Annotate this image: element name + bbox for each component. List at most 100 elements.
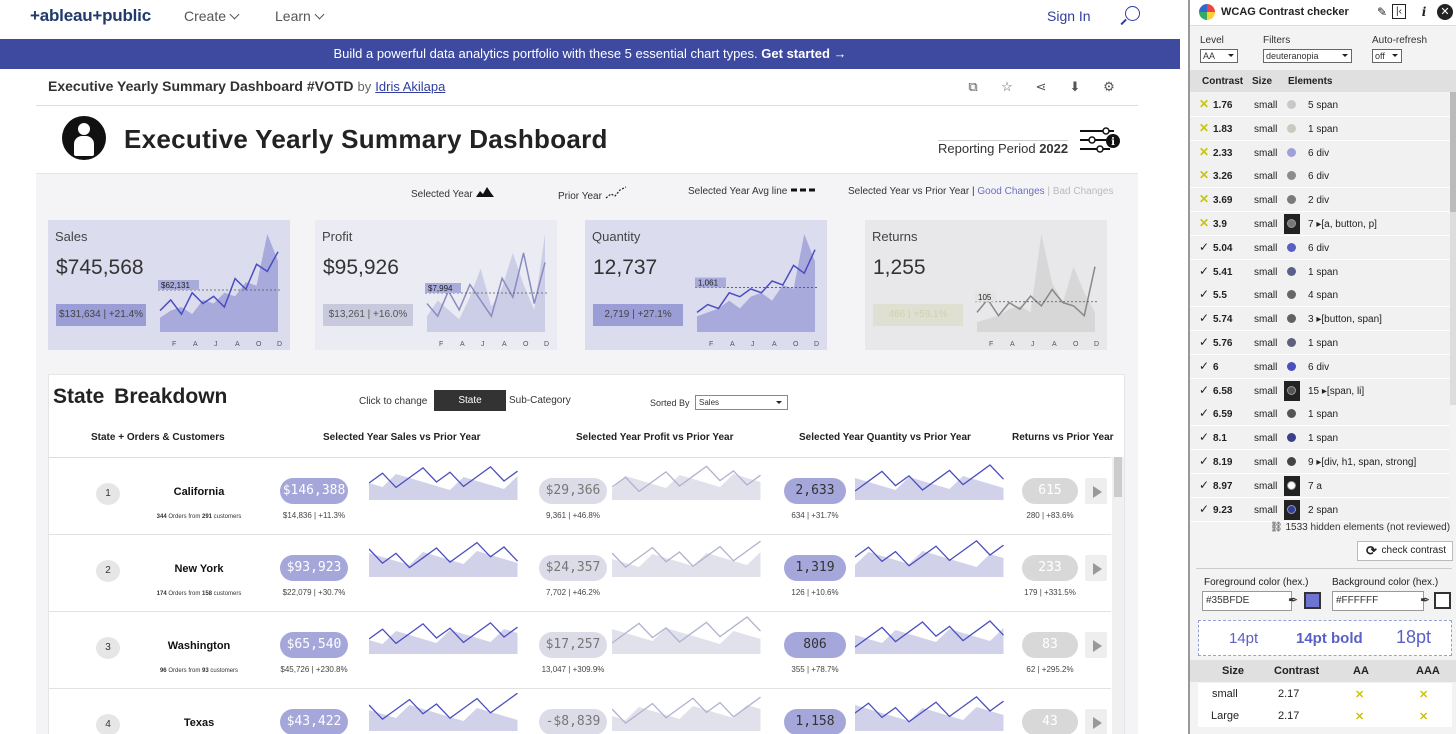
- pass-icon: ✓: [1199, 430, 1210, 445]
- size-value: small: [1254, 480, 1278, 492]
- state-row[interactable]: 1 California 344 Orders from 291 customers…: [49, 458, 1111, 535]
- play-arrow-icon[interactable]: [1085, 555, 1107, 581]
- create-menu[interactable]: Create: [184, 8, 240, 24]
- contrast-result-row[interactable]: ✓ 6.59 small 1 span: [1190, 402, 1450, 427]
- search-icon[interactable]: [1125, 6, 1140, 21]
- color-swatch: [1287, 171, 1296, 181]
- foreground-swatch[interactable]: [1304, 592, 1321, 609]
- copy-icon[interactable]: ⧉: [968, 79, 978, 94]
- dashed-line-icon: [791, 188, 816, 192]
- contrast-result-row[interactable]: ✓ 5.74 small 3 ▸[button, span]: [1190, 307, 1450, 332]
- results-table-header: Contrast Size Elements: [1190, 70, 1456, 92]
- pass-icon: ✓: [1199, 454, 1210, 468]
- eyedropper-icon[interactable]: ✒: [1420, 593, 1431, 607]
- contrast-result-row[interactable]: ✓ 5.76 small 1 span: [1190, 331, 1450, 355]
- background-input[interactable]: #FFFFFF: [1332, 591, 1424, 611]
- contrast-result-row[interactable]: ✓ 5.41 small 1 span: [1190, 259, 1450, 284]
- res-col-aaa: AAA: [1416, 665, 1440, 677]
- contrast-result-row[interactable]: ✓ 8.1 small 1 span: [1190, 426, 1450, 451]
- state-toggle-button[interactable]: State: [434, 390, 506, 411]
- kpi-card-returns[interactable]: Returns 1,255 466 | +59.1% 105 F A J A O D: [865, 220, 1107, 350]
- compliance-row: Large 2.17 ✕ ✕: [1198, 705, 1452, 727]
- contrast-result-row[interactable]: ✕ 2.33 small 6 div: [1190, 140, 1450, 165]
- month-tick: F: [439, 341, 443, 348]
- kpi-card-sales[interactable]: Sales $745,568 $131,634 | +21.4% $62,131 F A J…: [48, 220, 290, 350]
- contrast-value: 8.19: [1213, 457, 1233, 468]
- filters-select[interactable]: deuteranopia: [1263, 49, 1352, 63]
- filter-sliders-icon[interactable]: i: [1080, 126, 1120, 156]
- wcag-titlebar: WCAG Contrast checker ✎ |‹ i ✕: [1190, 0, 1456, 26]
- results-scrollbar[interactable]: [1450, 92, 1456, 405]
- badge-icon[interactable]: ⚙: [1103, 79, 1115, 94]
- kpi-card-quantity[interactable]: Quantity 12,737 2,719 | +27.1% 1,061 F A J A O D: [585, 220, 827, 350]
- col-header-profit: Selected Year Profit vs Prior Year: [576, 432, 734, 443]
- sort-select[interactable]: Sales: [695, 395, 788, 410]
- state-row[interactable]: 2 New York 174 Orders from 158 customers $9…: [49, 535, 1111, 612]
- sales-pill: $43,422: [280, 709, 348, 734]
- favorite-star-icon[interactable]: ☆: [1001, 79, 1013, 94]
- auto-refresh-select[interactable]: off: [1372, 49, 1402, 63]
- dock-icon[interactable]: |‹: [1392, 4, 1406, 19]
- res-contrast: 2.17: [1278, 710, 1300, 722]
- author-link[interactable]: Idris Akilapa: [375, 79, 446, 94]
- hidden-elements-text: 1533 hidden elements (not reviewed): [1285, 522, 1451, 533]
- download-icon[interactable]: ⬇: [1069, 79, 1081, 94]
- state-row[interactable]: 4 Texas $43,422 -$8,839 1,158 43: [49, 689, 1111, 734]
- check-contrast-button[interactable]: check contrast: [1357, 541, 1453, 561]
- res-col-aa: AA: [1353, 665, 1369, 677]
- contrast-result-row[interactable]: ✓ 8.19 small 9 ▸[div, h1, span, strong]: [1190, 450, 1450, 474]
- contrast-result-row[interactable]: ✕ 1.76 small 5 span: [1190, 93, 1450, 117]
- scrollbar-thumb[interactable]: [1114, 457, 1122, 497]
- profit-change: 7,702 | +46.2%: [546, 588, 600, 597]
- col-header-state: State + Orders & Customers: [91, 432, 225, 443]
- level-select[interactable]: AA: [1200, 49, 1238, 63]
- res-contrast: 2.17: [1278, 688, 1300, 700]
- contrast-result-row[interactable]: ✕ 1.83 small 1 span: [1190, 116, 1450, 141]
- contrast-result-row[interactable]: ✕ 3.26 small 6 div: [1190, 164, 1450, 189]
- month-tick: O: [1073, 341, 1079, 348]
- breakdown-scrollbar[interactable]: [1112, 457, 1124, 734]
- share-icon[interactable]: ⋖: [1035, 79, 1047, 94]
- hidden-elements-note: ⛓ 1533 hidden elements (not reviewed): [1270, 522, 1451, 533]
- state-name: Texas: [183, 717, 215, 729]
- chevron-down-icon: [229, 9, 240, 20]
- play-arrow-icon[interactable]: [1085, 709, 1107, 734]
- pass-icon: ✓: [1199, 501, 1210, 516]
- kpi-value: 1,255: [873, 256, 926, 279]
- contrast-result-row[interactable]: ✓ 9.23 small 2 span: [1190, 497, 1450, 522]
- contrast-result-row[interactable]: ✓ 5.04 small 6 div: [1190, 235, 1450, 260]
- contrast-result-row[interactable]: ✓ 5.5 small 4 span: [1190, 283, 1450, 308]
- sign-in-link[interactable]: Sign In: [1047, 8, 1091, 24]
- foreground-input[interactable]: #35BFDE: [1202, 591, 1292, 611]
- play-arrow-icon[interactable]: [1085, 478, 1107, 504]
- close-icon[interactable]: ✕: [1437, 4, 1453, 20]
- contrast-result-row[interactable]: ✓ 6 small 6 div: [1190, 354, 1450, 379]
- learn-menu[interactable]: Learn: [275, 8, 325, 24]
- pin-icon[interactable]: ✎: [1376, 5, 1388, 19]
- subcategory-toggle-button[interactable]: Sub-Category: [509, 395, 571, 406]
- contrast-value: 5.04: [1213, 242, 1233, 254]
- contrast-value: 5.76: [1213, 338, 1233, 349]
- contrast-result-row[interactable]: ✕ 3.9 small 7 ▸[a, button, p]: [1190, 212, 1450, 236]
- row-sparkline: [369, 621, 518, 654]
- contrast-result-row[interactable]: ✕ 3.69 small 2 div: [1190, 188, 1450, 213]
- play-arrow-icon[interactable]: [1085, 632, 1107, 658]
- res-size: small: [1212, 688, 1238, 700]
- rank-badge: 2: [96, 560, 120, 582]
- state-row[interactable]: 3 Washington 96 Orders from 93 customers $6…: [49, 612, 1111, 689]
- eyedropper-icon[interactable]: ✒: [1288, 593, 1299, 607]
- col-elements: Elements: [1288, 76, 1333, 87]
- color-swatch: [1287, 504, 1296, 514]
- get-started-link[interactable]: Get started →: [761, 46, 847, 61]
- contrast-result-row[interactable]: ✓ 6.58 small 15 ▸[span, li]: [1190, 378, 1450, 403]
- elements-value: 6 div: [1308, 147, 1330, 159]
- background-swatch[interactable]: [1434, 592, 1451, 609]
- kpi-card-profit[interactable]: Profit $95,926 $13,261 | +16.0% $7,994 F A J A O…: [315, 220, 557, 350]
- scrollbar-thumb[interactable]: [1450, 92, 1456, 212]
- pass-icon: ✓: [1199, 477, 1210, 492]
- contrast-result-row[interactable]: ✓ 8.97 small 7 a: [1190, 473, 1450, 498]
- contrast-value: 2.33: [1213, 147, 1233, 159]
- returns-pill: 43: [1022, 709, 1078, 734]
- tableau-public-logo[interactable]: +ableau+public: [30, 6, 151, 25]
- info-icon[interactable]: i: [1421, 5, 1427, 19]
